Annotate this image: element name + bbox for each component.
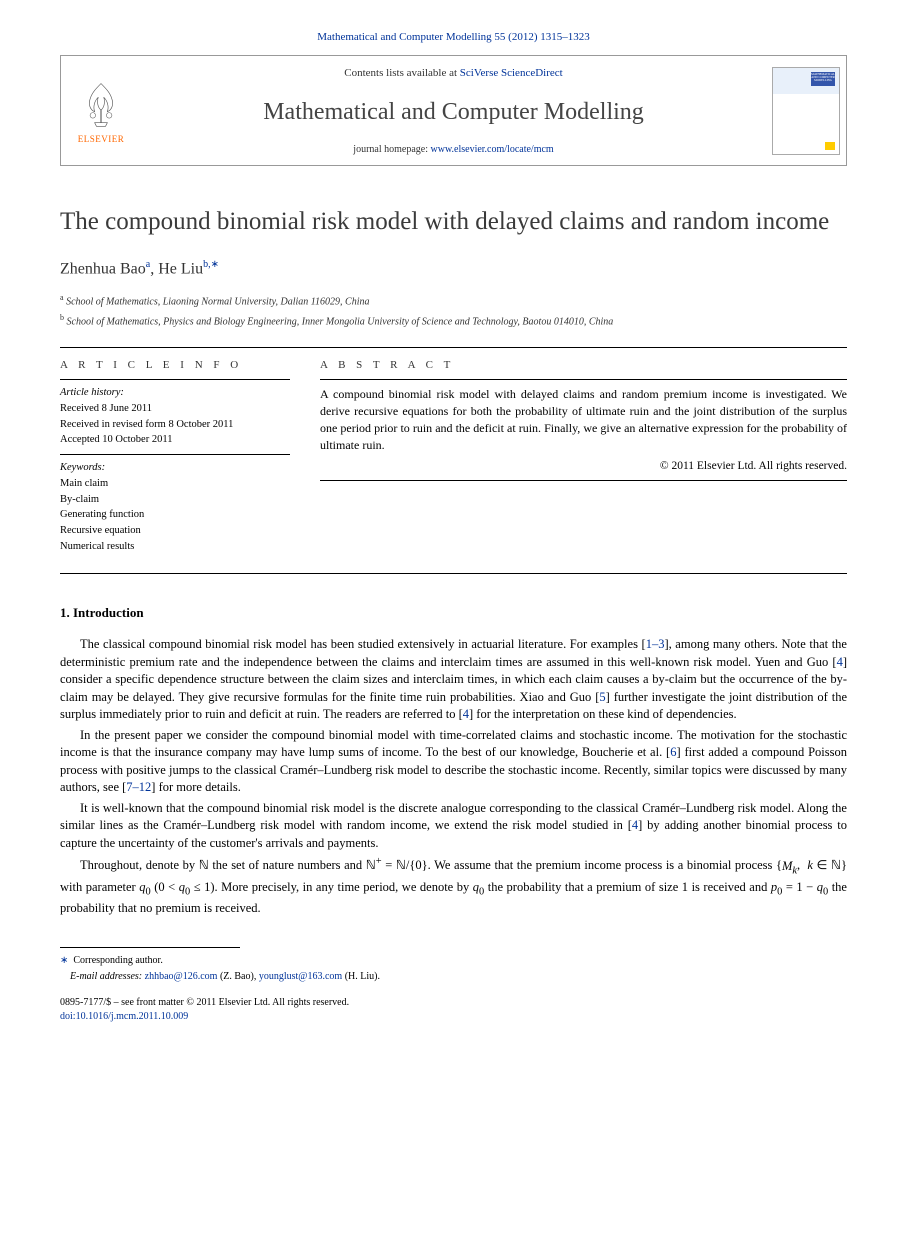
author-sep: , bbox=[150, 260, 158, 277]
intro-para-4: Throughout, denote by ℕ the set of natur… bbox=[60, 855, 847, 917]
abstract-text: A compound binomial risk model with dela… bbox=[320, 386, 847, 453]
corresponding-mark-link[interactable]: ∗ bbox=[211, 259, 219, 270]
article-title: The compound binomial risk model with de… bbox=[60, 206, 847, 237]
keyword-4: Recursive equation bbox=[60, 524, 290, 539]
publisher-logo-cell: ELSEVIER bbox=[61, 56, 141, 165]
intro-para-2: In the present paper we consider the com… bbox=[60, 727, 847, 797]
article-info-column: A R T I C L E I N F O Article history: R… bbox=[60, 358, 290, 555]
author-2-affil-link[interactable]: b, bbox=[203, 259, 211, 270]
ref-link-1-3[interactable]: 1–3 bbox=[646, 637, 665, 651]
affiliation-a: a School of Mathematics, Liaoning Normal… bbox=[60, 292, 847, 309]
doi-link[interactable]: 10.1016/j.mcm.2011.10.009 bbox=[76, 1011, 189, 1022]
keyword-3: Generating function bbox=[60, 508, 290, 523]
accepted-date: Accepted 10 October 2011 bbox=[60, 433, 290, 448]
keyword-1: Main claim bbox=[60, 477, 290, 492]
abstract-copyright: © 2011 Elsevier Ltd. All rights reserved… bbox=[320, 458, 847, 474]
email-label: E-mail addresses: bbox=[70, 971, 142, 982]
received-date: Received 8 June 2011 bbox=[60, 402, 290, 417]
keyword-2: By-claim bbox=[60, 493, 290, 508]
issn-line: 0895-7177/$ – see front matter © 2011 El… bbox=[60, 996, 847, 1010]
abstract-rule-top bbox=[320, 379, 847, 380]
affiliation-b: b School of Mathematics, Physics and Bio… bbox=[60, 312, 847, 329]
email-footnote: E-mail addresses: zhhbao@126.com (Z. Bao… bbox=[60, 970, 847, 984]
elsevier-tree-icon bbox=[76, 76, 126, 131]
header-center: Contents lists available at SciVerse Sci… bbox=[141, 56, 766, 165]
corresponding-text: Corresponding author. bbox=[73, 955, 162, 966]
info-abstract-row: A R T I C L E I N F O Article history: R… bbox=[60, 358, 847, 555]
doi-line: doi:10.1016/j.mcm.2011.10.009 bbox=[60, 1010, 847, 1024]
email-link-2[interactable]: younglust@163.com bbox=[259, 971, 342, 982]
journal-cover-thumbnail: MATHEMATICAL AND COMPUTER MODELLING bbox=[772, 67, 840, 155]
journal-reference: Mathematical and Computer Modelling 55 (… bbox=[60, 30, 847, 45]
affil-b-text: School of Mathematics, Physics and Biolo… bbox=[64, 316, 613, 327]
author-2-affil-sup: b,∗ bbox=[203, 259, 219, 270]
sciencedirect-link[interactable]: SciVerse ScienceDirect bbox=[460, 67, 563, 79]
contents-prefix: Contents lists available at bbox=[344, 67, 459, 79]
doi-label: doi: bbox=[60, 1011, 76, 1022]
p1-e: ] for the interpretation on these kind o… bbox=[469, 707, 737, 721]
section-1-title: 1. Introduction bbox=[60, 604, 847, 622]
revised-date: Received in revised form 8 October 2011 bbox=[60, 418, 290, 433]
p1-a: The classical compound binomial risk mod… bbox=[80, 637, 646, 651]
homepage-prefix: journal homepage: bbox=[353, 144, 430, 155]
journal-name: Mathematical and Computer Modelling bbox=[151, 82, 756, 144]
homepage-link[interactable]: www.elsevier.com/locate/mcm bbox=[431, 144, 554, 155]
author-1: Zhenhua Bao bbox=[60, 260, 146, 277]
cover-mini-title: MATHEMATICAL AND COMPUTER MODELLING bbox=[811, 72, 835, 83]
journal-cover-cell: MATHEMATICAL AND COMPUTER MODELLING bbox=[766, 56, 846, 165]
divider-rule bbox=[60, 347, 847, 348]
divider-rule-2 bbox=[60, 573, 847, 574]
intro-para-3: It is well-known that the compound binom… bbox=[60, 800, 847, 853]
keyword-5: Numerical results bbox=[60, 540, 290, 555]
p2-c: ] for more details. bbox=[151, 780, 241, 794]
email-link-1[interactable]: zhhbao@126.com bbox=[145, 971, 218, 982]
abstract-rule-bottom bbox=[320, 480, 847, 481]
journal-reference-link[interactable]: Mathematical and Computer Modelling 55 (… bbox=[317, 31, 590, 43]
journal-homepage-line: journal homepage: www.elsevier.com/locat… bbox=[151, 143, 756, 157]
elsevier-label: ELSEVIER bbox=[78, 133, 125, 146]
email-who-1: (Z. Bao), bbox=[217, 971, 258, 982]
article-history-label: Article history: bbox=[60, 386, 290, 401]
ref-link-7-12[interactable]: 7–12 bbox=[126, 780, 151, 794]
contents-available-line: Contents lists available at SciVerse Sci… bbox=[151, 66, 756, 81]
affil-a-text: School of Mathematics, Liaoning Normal U… bbox=[64, 297, 370, 308]
authors-line: Zhenhua Baoa, He Liub,∗ bbox=[60, 258, 847, 281]
article-info-heading: A R T I C L E I N F O bbox=[60, 358, 290, 373]
info-rule-2 bbox=[60, 454, 290, 455]
journal-header-box: ELSEVIER Contents lists available at Sci… bbox=[60, 55, 847, 166]
author-2: He Liu bbox=[158, 260, 203, 277]
abstract-column: A B S T R A C T A compound binomial risk… bbox=[320, 358, 847, 555]
keywords-label: Keywords: bbox=[60, 461, 290, 476]
email-who-2: (H. Liu). bbox=[342, 971, 380, 982]
footnote-rule bbox=[60, 947, 240, 948]
info-rule-1 bbox=[60, 379, 290, 380]
publication-info: 0895-7177/$ – see front matter © 2011 El… bbox=[60, 996, 847, 1024]
abstract-heading: A B S T R A C T bbox=[320, 358, 847, 373]
footnote-star-icon: ∗ bbox=[60, 955, 68, 966]
corresponding-footnote: ∗ Corresponding author. bbox=[60, 954, 847, 968]
intro-para-1: The classical compound binomial risk mod… bbox=[60, 636, 847, 724]
